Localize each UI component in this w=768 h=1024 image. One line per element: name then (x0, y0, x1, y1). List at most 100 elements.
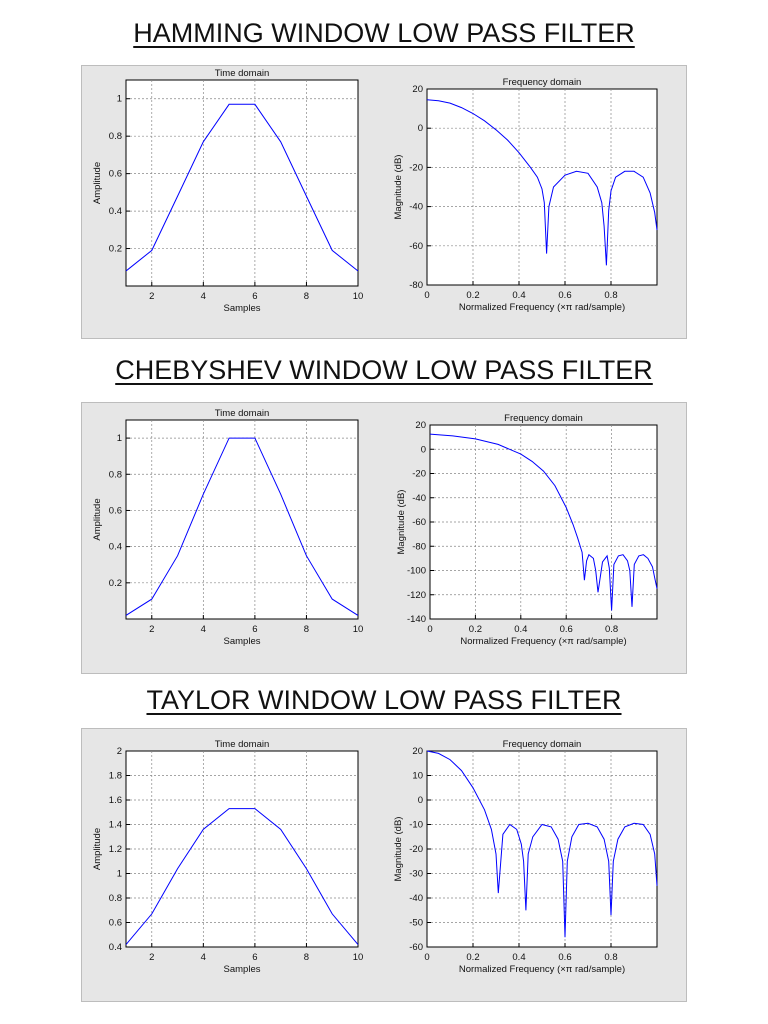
x-tick-label: 0 (424, 290, 429, 301)
x-tick-label: 2 (149, 624, 154, 635)
chart-title: Frequency domain (503, 77, 582, 88)
chart-title: Time domain (215, 68, 270, 79)
x-tick-label: 8 (304, 952, 309, 963)
y-tick-label: -20 (409, 162, 423, 173)
y-tick-label: -30 (409, 869, 423, 880)
frequency-domain-plot: 0 0.2 0.4 0.6 0.8 20 0 -20 -40 -60 -80 -100 -120 -140… (396, 413, 658, 647)
y-tick-label: 0 (421, 444, 426, 455)
x-tick-label: 0.8 (604, 952, 617, 963)
y-tick-label: 0.8 (109, 469, 122, 480)
y-tick-label: 0.2 (109, 578, 122, 589)
y-axis-label: Magnitude (dB) (393, 155, 404, 220)
y-tick-label: 2 (117, 746, 122, 757)
y-tick-label: 1.2 (109, 844, 122, 855)
time-domain-plot: 2 4 6 8 10 0.4 0.6 0.8 1 1.2 1.4 1.6 1.8 2 Time domain… (92, 739, 363, 975)
y-tick-label: -50 (409, 918, 423, 929)
y-tick-label: -40 (409, 893, 423, 904)
y-tick-label: 20 (412, 84, 423, 95)
y-tick-label: 1 (117, 94, 122, 105)
figure-panel: 2 4 6 8 10 0.2 0.4 0.6 0.8 1 Time domain Samples Amp… (81, 402, 687, 674)
plot-area (426, 88, 658, 286)
plot-area (125, 79, 359, 287)
figure-panel: 2 4 6 8 10 0.2 0.4 0.6 0.8 1 Time domain Samples Amp… (81, 65, 687, 339)
x-tick-label: 10 (353, 291, 364, 302)
series-line (429, 433, 658, 611)
x-tick-label: 0.4 (512, 952, 525, 963)
figure-panel: 2 4 6 8 10 0.4 0.6 0.8 1 1.2 1.4 1.6 1.8 2 Time domain… (81, 728, 687, 1002)
plot-figure: 2 4 6 8 10 0.2 0.4 0.6 0.8 1 Time domain Samples Amp… (92, 408, 658, 647)
chart-title: Time domain (215, 739, 270, 750)
chart-title: Frequency domain (504, 413, 583, 424)
y-tick-label: -10 (409, 820, 423, 831)
section-heading: CHEBYSHEV WINDOW LOW PASS FILTER (115, 355, 653, 385)
x-axis-label: Samples (224, 964, 261, 975)
x-tick-label: 0.6 (558, 952, 571, 963)
y-tick-label: 20 (412, 746, 423, 757)
y-tick-label: 0.8 (109, 131, 122, 142)
x-tick-label: 0.6 (560, 624, 573, 635)
y-tick-label: 0.6 (109, 918, 122, 929)
x-tick-label: 0.4 (514, 624, 527, 635)
y-tick-label: -120 (407, 590, 426, 601)
x-tick-label: 0.4 (512, 290, 525, 301)
y-axis-label: Amplitude (92, 828, 103, 870)
x-tick-label: 8 (304, 291, 309, 302)
x-tick-label: 6 (252, 952, 257, 963)
series-line (426, 750, 658, 938)
x-tick-label: 0.8 (605, 624, 618, 635)
series-line (125, 437, 359, 616)
y-axis-label: Amplitude (92, 498, 103, 540)
plot-area (125, 419, 359, 620)
x-tick-label: 6 (252, 291, 257, 302)
y-tick-label: -140 (407, 614, 426, 625)
y-tick-label: -20 (412, 469, 426, 480)
y-tick-label: 1.6 (109, 795, 122, 806)
y-tick-label: -40 (409, 202, 423, 213)
x-tick-label: 4 (201, 291, 206, 302)
y-tick-label: 0.2 (109, 244, 122, 255)
frequency-domain-plot: 0 0.2 0.4 0.6 0.8 20 0 -20 -40 -60 -80 Frequency do… (393, 77, 658, 313)
y-tick-label: -80 (409, 280, 423, 291)
chart-title: Time domain (215, 408, 270, 419)
x-axis-label: Normalized Frequency (×π rad/sample) (460, 636, 626, 647)
series-line (125, 103, 359, 272)
y-tick-label: 0.6 (109, 169, 122, 180)
section-heading: HAMMING WINDOW LOW PASS FILTER (133, 18, 635, 48)
y-tick-label: 0 (418, 123, 423, 134)
x-tick-label: 6 (252, 624, 257, 635)
y-tick-label: 1 (117, 433, 122, 444)
x-axis-label: Normalized Frequency (×π rad/sample) (459, 964, 625, 975)
x-tick-label: 2 (149, 952, 154, 963)
x-tick-label: 0 (424, 952, 429, 963)
y-tick-label: 0.4 (109, 942, 122, 953)
y-tick-label: -40 (412, 493, 426, 504)
y-tick-label: 10 (412, 771, 423, 782)
x-axis-label: Samples (224, 636, 261, 647)
x-axis-label: Samples (224, 303, 261, 314)
x-tick-label: 10 (353, 952, 364, 963)
y-axis-label: Magnitude (dB) (396, 490, 407, 555)
y-tick-label: -60 (409, 241, 423, 252)
y-tick-label: -100 (407, 566, 426, 577)
x-tick-label: 4 (201, 624, 206, 635)
x-tick-label: 0.6 (558, 290, 571, 301)
y-tick-label: -60 (412, 517, 426, 528)
x-tick-label: 0.8 (604, 290, 617, 301)
y-tick-label: 0 (418, 795, 423, 806)
plot-area (426, 750, 658, 948)
x-axis-label: Normalized Frequency (×π rad/sample) (459, 302, 625, 313)
x-tick-label: 0 (427, 624, 432, 635)
x-tick-label: 2 (149, 291, 154, 302)
y-tick-label: 0.6 (109, 505, 122, 516)
chart-title: Frequency domain (503, 739, 582, 750)
x-tick-label: 10 (353, 624, 364, 635)
y-tick-label: -60 (409, 942, 423, 953)
y-tick-label: 1.4 (109, 820, 122, 831)
y-tick-label: 0.4 (109, 206, 122, 217)
series-line (125, 808, 359, 945)
y-tick-label: 20 (415, 420, 426, 431)
time-domain-plot: 2 4 6 8 10 0.2 0.4 0.6 0.8 1 Time domain Samples Amp… (92, 68, 363, 314)
frequency-domain-plot: 0 0.2 0.4 0.6 0.8 20 10 0 -10 -20 -30 -40 -50 -60 Freq… (393, 739, 658, 975)
y-tick-label: 1.8 (109, 771, 122, 782)
x-tick-label: 0.2 (466, 952, 479, 963)
